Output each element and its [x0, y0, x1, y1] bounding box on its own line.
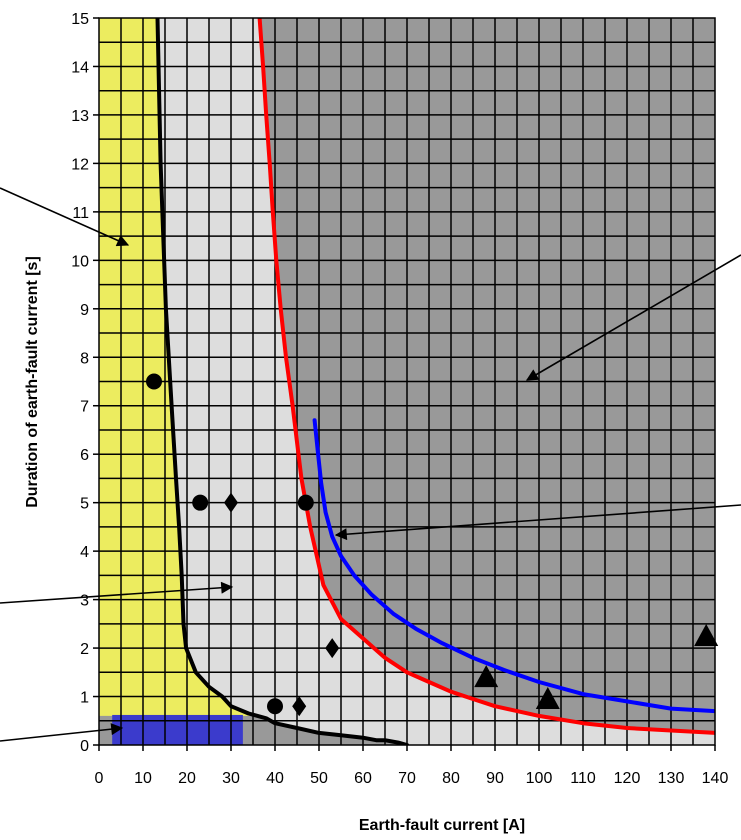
y-tick-label: 15: [71, 11, 89, 28]
marker-circle: [267, 698, 283, 715]
annotation-arrow-blue-curve: [334, 504, 741, 541]
curve-red: [257, 18, 715, 735]
chart-markers: [146, 373, 719, 717]
marker-circle: [297, 494, 314, 511]
y-tick-label: 9: [80, 302, 89, 319]
marker-diamond: [325, 638, 340, 659]
x-tick-label: 140: [702, 770, 729, 787]
marker-diamond: [224, 492, 238, 513]
y-tick-label: 13: [71, 108, 89, 125]
y-tick-label: 11: [72, 205, 89, 222]
y-tick-label: 8: [80, 350, 89, 367]
chart-grid: [99, 18, 715, 745]
marker-circle: [146, 373, 162, 390]
annotation-arrow-blue-region: [0, 723, 124, 742]
x-tick-label: 40: [266, 770, 284, 787]
y-tick-label: 1: [80, 690, 89, 707]
annotation-arrow-yellow-region: [0, 187, 130, 247]
y-tick-label: 7: [80, 399, 89, 416]
marker-diamond: [292, 696, 307, 717]
y-axis-title: Duration of earth-fault current [s]: [24, 256, 41, 508]
x-axis-title: Earth-fault current [A]: [359, 817, 525, 834]
x-tick-label: 80: [442, 770, 460, 787]
chart-curves: [155, 18, 715, 745]
x-tick-label: 100: [526, 770, 553, 787]
marker-triangle: [474, 665, 499, 688]
y-tick-label: 6: [80, 447, 89, 464]
x-tick-label: 30: [222, 770, 240, 787]
region-yellow: [99, 18, 267, 716]
x-tick-label: 50: [310, 770, 328, 787]
x-tick-label: 0: [95, 770, 104, 787]
marker-triangle: [694, 623, 719, 646]
y-tick-label: 14: [71, 59, 89, 76]
y-tick-label: 2: [80, 641, 89, 658]
y-tick-label: 3: [80, 593, 89, 610]
x-tick-label: 130: [658, 770, 685, 787]
region-blue: [112, 714, 243, 745]
annotation-arrow-light-region: [0, 581, 234, 604]
x-tick-label: 10: [134, 770, 152, 787]
y-tick-label: 4: [80, 544, 89, 561]
y-tick-label: 5: [80, 496, 89, 513]
x-tick-label: 110: [570, 770, 596, 787]
annotation-arrows: [0, 187, 741, 742]
y-tick-label: 12: [71, 156, 89, 173]
annotation-arrow-gray-region: [525, 254, 741, 381]
y-tick-label: 10: [71, 253, 89, 270]
x-tick-label: 70: [398, 770, 416, 787]
x-tick-label: 120: [614, 770, 641, 787]
x-tick-label: 20: [178, 770, 196, 787]
x-tick-label: 60: [354, 770, 372, 787]
marker-triangle: [535, 686, 560, 709]
y-tick-label: 0: [80, 738, 89, 755]
marker-circle: [192, 494, 209, 511]
curve-black: [155, 18, 409, 745]
x-tick-label: 90: [486, 770, 504, 787]
curve-blue: [312, 418, 715, 714]
x-axis-ticks: 0 10 20 30 40 50 60 70 80 90 100 110 120 130 140: [95, 745, 729, 787]
